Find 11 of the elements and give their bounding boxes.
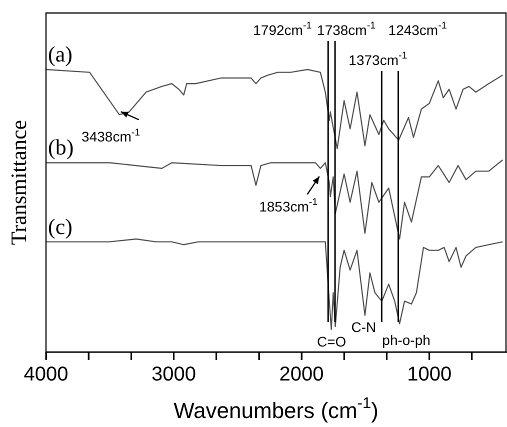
x-tick-label: 4000: [24, 364, 68, 386]
annotation: ph-o-ph: [382, 332, 430, 348]
series-label: (a): [48, 42, 72, 66]
x-tick-label: 1000: [407, 364, 452, 386]
x-tick-label: 3000: [152, 364, 196, 386]
series-label: (b): [48, 134, 74, 160]
annotation: C=O: [316, 333, 346, 350]
annotation: C-N: [351, 318, 376, 335]
x-tick-label: 2000: [279, 364, 324, 386]
series-label: (c): [48, 214, 72, 239]
y-axis-title: Transmittance: [6, 120, 31, 246]
